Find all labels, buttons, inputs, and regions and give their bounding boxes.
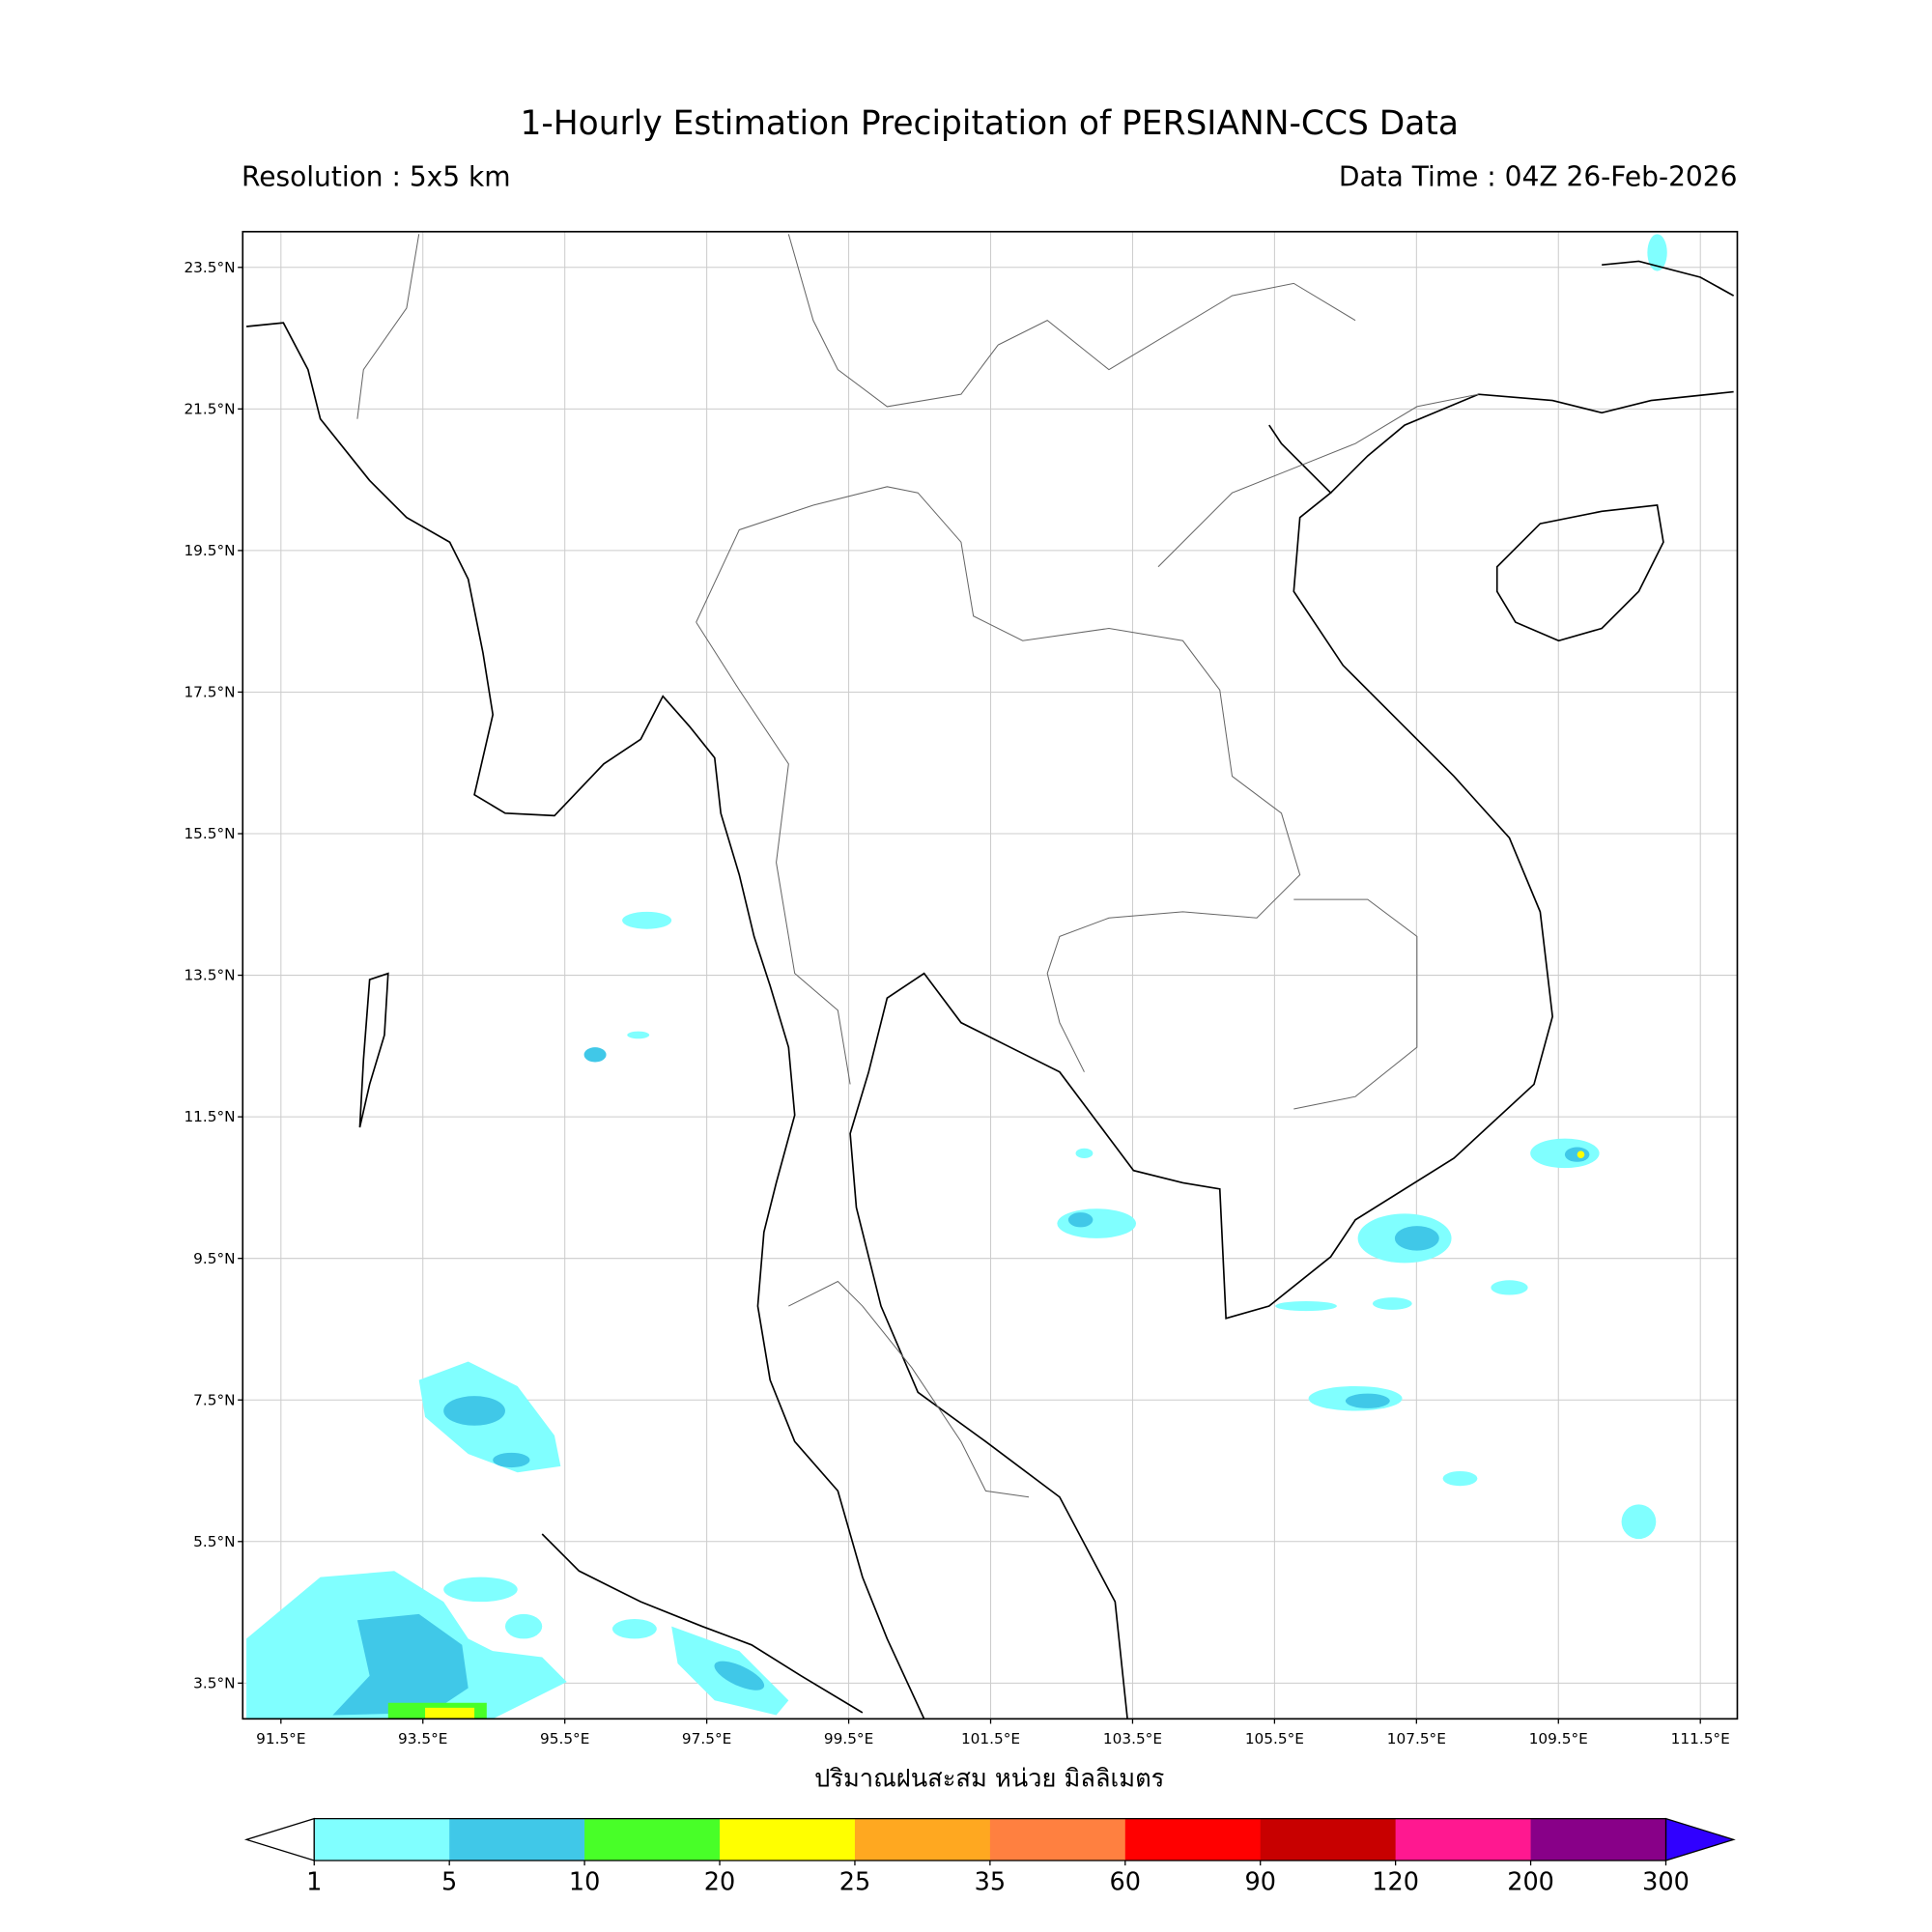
lon-tick-label: 109.5°E xyxy=(1529,1730,1588,1747)
rain-area xyxy=(622,911,672,929)
coastline-andaman xyxy=(358,972,389,1128)
lon-tick-label: 101.5°E xyxy=(961,1730,1020,1747)
rain-area xyxy=(443,1577,518,1603)
rain-area xyxy=(1577,1151,1585,1158)
rain-area xyxy=(1647,234,1667,271)
colorbar-segment xyxy=(1530,1818,1667,1861)
colorbar-level-label: 300 xyxy=(1642,1868,1690,1897)
rain-area xyxy=(1491,1280,1528,1295)
rain-area xyxy=(1621,1504,1657,1540)
colorbar-over-arrow xyxy=(1664,1817,1736,1861)
coastline-tonkin xyxy=(1329,390,1734,494)
rain-area xyxy=(332,1613,469,1716)
rain-area xyxy=(493,1452,530,1468)
rain-area xyxy=(1394,1226,1439,1251)
coastline-sumatra xyxy=(541,1533,864,1714)
colorbar-segment xyxy=(1260,1818,1397,1861)
rain-area xyxy=(1372,1297,1412,1310)
lon-tick-label: 103.5°E xyxy=(1103,1730,1162,1747)
rain-area xyxy=(1067,1212,1094,1228)
colorbar-segment xyxy=(854,1818,991,1861)
map-layer xyxy=(242,230,1739,1720)
border-laos-china xyxy=(997,282,1356,371)
figure-title: 1-Hourly Estimation Precipitation of PER… xyxy=(520,104,1459,143)
coastline-hainan xyxy=(1495,504,1664,642)
lon-tick-label: 111.5°E xyxy=(1671,1730,1730,1747)
lat-tick-label: 13.5°N xyxy=(184,967,235,984)
x-axis-label: ปริมาณฝนสะสม หน่วย มิลลิเมตร xyxy=(814,1764,1164,1793)
colorbar-segment xyxy=(1124,1818,1262,1861)
precipitation-field xyxy=(246,234,1667,1719)
border-bangladesh xyxy=(356,234,420,419)
lat-tick-label: 17.5°N xyxy=(184,684,235,701)
rain-area xyxy=(714,1661,765,1690)
data-time-label: Data Time : 04Z 26-Feb-2026 xyxy=(1339,161,1738,193)
rain-area xyxy=(504,1613,543,1639)
rain-area xyxy=(425,1707,475,1719)
coastline-gulf xyxy=(849,424,1553,1719)
lat-tick-label: 23.5°N xyxy=(184,259,235,276)
colorbar-segment xyxy=(720,1818,856,1861)
colorbar-level-label: 35 xyxy=(975,1868,1006,1897)
border-thailand xyxy=(696,486,1301,1072)
lon-tick-label: 99.5°E xyxy=(824,1730,873,1747)
rain-area xyxy=(583,1047,607,1063)
border-malaysia xyxy=(788,1280,1030,1498)
colorbar-level-label: 120 xyxy=(1372,1868,1419,1897)
colorbar-level-label: 60 xyxy=(1110,1868,1141,1897)
lat-tick-label: 3.5°N xyxy=(193,1674,235,1691)
colorbar-level-label: 25 xyxy=(839,1868,870,1897)
lon-tick-label: 107.5°E xyxy=(1387,1730,1446,1747)
border-cambodia xyxy=(1293,898,1418,1110)
rain-area xyxy=(443,1396,505,1426)
lon-tick-label: 95.5°E xyxy=(540,1730,589,1747)
lon-tick-label: 97.5°E xyxy=(682,1730,731,1747)
colorbar: 1 5 10 20 25 35 60 90 120 200 300 xyxy=(243,1817,1736,1897)
colorbar-segment xyxy=(989,1818,1126,1861)
border-myanmar-china xyxy=(787,234,999,408)
rain-area xyxy=(1057,1208,1137,1238)
lon-tick-label: 105.5°E xyxy=(1245,1730,1304,1747)
border-laos-vietnam xyxy=(1157,393,1479,568)
coastline-mainland xyxy=(246,322,925,1719)
lat-tick-label: 19.5°N xyxy=(184,542,235,559)
rain-area xyxy=(627,1031,650,1039)
lat-tick-label: 9.5°N xyxy=(193,1250,235,1267)
rain-area xyxy=(1442,1470,1478,1487)
coastline-china xyxy=(1602,260,1735,297)
colorbar-level-label: 90 xyxy=(1244,1868,1275,1897)
lat-tick-label: 21.5°N xyxy=(184,400,235,417)
lat-tick-label: 11.5°N xyxy=(184,1108,235,1125)
lon-tick-label: 93.5°E xyxy=(398,1730,447,1747)
rain-area xyxy=(1345,1393,1390,1408)
graticule-grid xyxy=(242,231,1738,1719)
colorbar-level-label: 20 xyxy=(704,1868,735,1897)
colorbar-segment xyxy=(314,1818,450,1861)
rain-area xyxy=(1275,1300,1337,1312)
rain-area xyxy=(1075,1148,1094,1158)
lon-tick-label: 91.5°E xyxy=(256,1730,305,1747)
colorbar-level-label: 10 xyxy=(569,1868,600,1897)
colorbar-level-label: 1 xyxy=(306,1868,322,1897)
lat-tick-label: 5.5°N xyxy=(193,1533,235,1550)
country-borders xyxy=(356,234,1479,1498)
colorbar-segment xyxy=(584,1818,721,1861)
lat-tick-label: 7.5°N xyxy=(193,1391,235,1408)
rain-area xyxy=(611,1619,657,1639)
colorbar-under-arrow xyxy=(243,1817,315,1861)
resolution-label: Resolution : 5x5 km xyxy=(242,161,511,193)
colorbar-level-label: 5 xyxy=(441,1868,457,1897)
colorbar-segment xyxy=(1395,1818,1532,1861)
coastlines xyxy=(246,260,1735,1719)
border-myanmar-thai xyxy=(696,621,851,1085)
lat-tick-label: 15.5°N xyxy=(184,825,235,842)
colorbar-level-label: 200 xyxy=(1507,1868,1554,1897)
axis-ticks: 23.5°N 21.5°N 19.5°N 17.5°N 15.5°N 13.5°N 11.5… xyxy=(184,259,1729,1747)
colorbar-segment xyxy=(449,1818,585,1861)
